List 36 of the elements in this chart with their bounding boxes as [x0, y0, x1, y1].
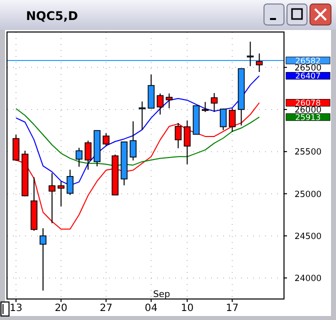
candlestick [130, 120, 137, 161]
x-tick-label: 27 [100, 303, 112, 314]
x-tick-label: 10 [180, 303, 194, 314]
candlestick [246, 41, 254, 67]
candlestick [58, 181, 64, 207]
x-tick-label: 13 [10, 303, 22, 314]
candlestick [84, 140, 92, 170]
candlestick [210, 92, 218, 113]
text: 25913 [295, 112, 321, 122]
candlestick [156, 92, 164, 116]
ref-line-label: 26582 [295, 56, 321, 66]
y-tick-label: 24000 [294, 274, 322, 284]
candlestick [256, 52, 263, 73]
x-tick-label: 17 [226, 303, 239, 314]
candlestick [174, 122, 182, 149]
candlestick [66, 169, 74, 196]
y-tick-label: 25000 [294, 190, 322, 200]
y-tick-label: 25500 [294, 148, 322, 158]
candlestick [228, 108, 236, 132]
text: 26407 [295, 72, 321, 81]
text: 26078 [295, 98, 321, 108]
candlestick [220, 108, 227, 131]
chart-title: NQC5,D [26, 9, 78, 23]
candlestick [202, 101, 209, 113]
candlestick [184, 120, 191, 165]
annotation: Sep [153, 290, 170, 300]
x-tick-label: 20 [54, 303, 68, 314]
candlestick [148, 74, 155, 109]
candlestick [40, 228, 46, 292]
candlestick [102, 132, 110, 147]
candlestick [76, 147, 82, 168]
y-tick-label: 26500 [294, 63, 322, 74]
y-tick-label: 24500 [294, 232, 322, 242]
line-series [16, 108, 260, 166]
x-tick-label: 04 [144, 303, 158, 314]
candlestick [48, 172, 56, 224]
